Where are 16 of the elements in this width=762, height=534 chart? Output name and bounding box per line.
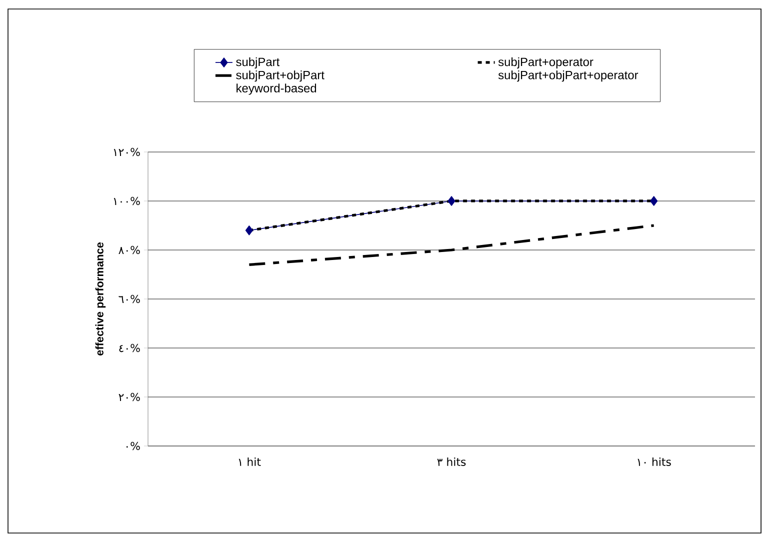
x-tick-label: ١ hit [238, 458, 261, 466]
y-tick-label: ٨٠% [118, 246, 140, 254]
y-tick-label: ٦٠% [118, 294, 140, 304]
y-tick-label: ١٠٠% [114, 196, 140, 206]
legend-label: subjPart [236, 57, 280, 69]
y-tick-label: ٤٠% [119, 344, 140, 352]
y-tick-label: ٠% [126, 442, 140, 450]
x-tick-label: ١٠ hits [638, 458, 671, 466]
y-tick-label: ٢٠% [118, 392, 140, 402]
legend-label: subjPart+objPart [236, 70, 324, 82]
y-axis-title: effective performance [95, 242, 106, 356]
text: keyword-based [236, 84, 316, 95]
legend-label: subjPart+operator [498, 57, 594, 69]
text: subjPart+objPart+operator [498, 70, 638, 82]
x-tick-label: ٣ hits [437, 458, 466, 466]
y-tick-label: ١٢٠% [114, 148, 140, 156]
